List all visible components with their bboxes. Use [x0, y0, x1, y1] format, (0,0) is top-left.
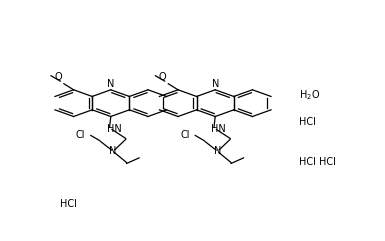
Text: N: N [214, 146, 221, 156]
Text: O: O [54, 72, 62, 82]
Text: HCl: HCl [299, 117, 316, 127]
Text: HCl: HCl [60, 199, 77, 209]
Text: HCl HCl: HCl HCl [299, 157, 336, 167]
Text: Cl: Cl [76, 130, 85, 141]
Text: N: N [109, 146, 117, 156]
Text: HN: HN [107, 124, 122, 134]
Text: O: O [159, 72, 166, 82]
Text: H$_2$O: H$_2$O [299, 88, 320, 102]
Text: N: N [211, 79, 219, 89]
Text: HN: HN [211, 124, 226, 134]
Text: N: N [107, 79, 114, 89]
Text: Cl: Cl [180, 130, 190, 141]
